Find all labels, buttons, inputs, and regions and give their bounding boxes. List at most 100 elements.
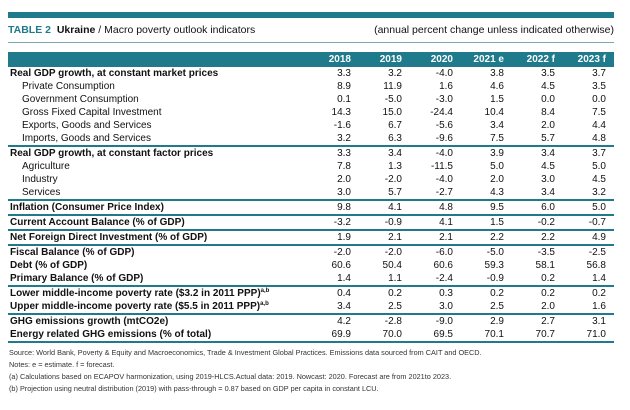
table-subtitle: / Macro poverty outlook indicators — [95, 24, 256, 36]
value-cell: 56.8 — [586, 260, 606, 271]
value-cell: 70.1 — [461, 328, 512, 343]
value-cell: 3.2 — [308, 132, 359, 147]
row-label-text: Imports, Goods and Services — [22, 133, 151, 144]
value-cell: 0.2 — [388, 288, 402, 299]
row-label: Government Consumption — [8, 93, 308, 106]
row-label-text: GHG emissions growth (mtCO2e) — [10, 316, 169, 327]
value-cell: 4.8 — [563, 132, 614, 147]
row-label: Net Foreign Direct Investment (% of GDP) — [8, 230, 308, 246]
value-cell: 2.0 — [490, 174, 504, 185]
source-note: Source: World Bank, Poverty & Equity and… — [9, 348, 482, 357]
row-label: Debt (% of GDP) — [8, 259, 308, 272]
column-header: 2021 e — [461, 52, 512, 67]
value-cell: 5.0 — [490, 161, 504, 172]
table-row: Real GDP growth, at constant factor pric… — [8, 146, 614, 160]
header-label-cell — [8, 52, 308, 67]
value-cell: 1.4 — [563, 272, 614, 287]
value-cell: 3.5 — [592, 81, 606, 92]
table-row: Gross Fixed Capital Investment 14.3 15.0 -2… — [8, 106, 614, 119]
value-cell: 14.3 — [331, 107, 351, 118]
table-row: Exports, Goods and Services -1.6 6.7 -5.6 3.… — [8, 119, 614, 132]
value-cell: 0.0 — [592, 94, 606, 105]
row-label: Services — [8, 186, 308, 201]
table-row: Net Foreign Direct Investment (% of GDP)… — [8, 230, 614, 246]
footnote-marker: a,b — [260, 301, 269, 307]
value-cell: -4.0 — [435, 174, 453, 185]
row-label-text: Lower middle-income poverty rate ($3.2 i… — [10, 288, 261, 299]
value-cell: 3.2 — [388, 68, 402, 79]
footnote-marker: a,b — [260, 288, 270, 294]
value-cell: 2.2 — [461, 230, 512, 246]
row-label: Exports, Goods and Services — [8, 119, 308, 132]
row-label-text: Real GDP growth, at constant factor pric… — [10, 148, 214, 159]
table-title: TABLE 2 Ukraine / Macro poverty outlook … — [8, 23, 614, 37]
value-cell: 3.8 — [490, 68, 504, 79]
value-cell: 8.9 — [337, 81, 351, 92]
value-cell: 1.6 — [563, 300, 614, 315]
value-cell: 3.4 — [490, 120, 504, 131]
value-cell: 4.8 — [410, 200, 461, 216]
value-cell: 4.4 — [592, 120, 606, 131]
table-row: Imports, Goods and Services 3.2 6.3 -9.6 7.5… — [8, 132, 614, 147]
table-units: (annual percent change unless indicated … — [374, 24, 614, 36]
header-row: 2018 2019 2020 2021 e 2022 f 2023 f — [8, 52, 614, 67]
value-cell: 69.5 — [410, 328, 461, 343]
value-cell: -2.0 — [384, 174, 402, 185]
row-label: Current Account Balance (% of GDP) — [8, 215, 308, 231]
value-cell: 0.4 — [337, 288, 351, 299]
value-cell: -3.2 — [308, 215, 359, 231]
value-cell: 0.0 — [541, 94, 555, 105]
value-cell: 9.5 — [461, 200, 512, 216]
value-cell: 2.0 — [512, 300, 563, 315]
value-cell: 3.4 — [541, 148, 555, 159]
value-cell: 58.1 — [535, 260, 555, 271]
value-cell: 5.0 — [592, 161, 606, 172]
value-cell: 0.2 — [490, 288, 504, 299]
value-cell: 0.2 — [592, 288, 606, 299]
row-label-text: Energy related GHG emissions (% of total… — [10, 329, 212, 340]
value-cell: 2.5 — [359, 300, 410, 315]
value-cell: 60.6 — [331, 260, 351, 271]
value-cell: 3.9 — [490, 148, 504, 159]
row-label-text: Government Consumption — [22, 94, 139, 105]
table-row: Industry 2.0 -2.0 -4.0 2.0 3.0 4.5 — [8, 173, 614, 186]
value-cell: 6.0 — [512, 200, 563, 216]
value-cell: -9.0 — [435, 316, 453, 327]
value-cell: 1.5 — [490, 94, 504, 105]
value-cell: 4.3 — [461, 186, 512, 201]
value-cell: 2.7 — [541, 316, 555, 327]
table-row: Lower middle-income poverty rate ($3.2 i… — [8, 286, 614, 300]
value-cell: -1.6 — [333, 120, 351, 131]
row-label-text: Private Consumption — [22, 81, 115, 92]
value-cell: 15.0 — [382, 107, 402, 118]
value-cell: 7.5 — [592, 107, 606, 118]
value-cell: 3.3 — [337, 148, 351, 159]
table-row: Current Account Balance (% of GDP) -3.2 -0… — [8, 215, 614, 231]
value-cell: 1.1 — [359, 272, 410, 287]
table-row: Agriculture 7.8 1.3 -11.5 5.0 4.5 5.0 — [8, 160, 614, 173]
value-cell: 3.4 — [388, 148, 402, 159]
value-cell: 70.0 — [359, 328, 410, 343]
indicators-table: 2018 2019 2020 2021 e 2022 f 2023 f Real GDP … — [8, 52, 614, 343]
row-label: GHG emissions growth (mtCO2e) — [8, 314, 308, 328]
table-number: TABLE 2 — [8, 24, 51, 36]
row-label-text: Upper middle-income poverty rate ($5.5 i… — [10, 301, 261, 312]
value-cell: -11.5 — [430, 161, 453, 172]
value-cell: -0.9 — [461, 272, 512, 287]
value-cell: 3.4 — [308, 300, 359, 315]
table-row: Debt (% of GDP) 60.6 50.4 60.6 59.3 58.1 56.8 — [8, 259, 614, 272]
top-accent-bar — [8, 12, 614, 18]
value-cell: 6.3 — [359, 132, 410, 147]
value-cell: 1.4 — [308, 272, 359, 287]
table-country: Ukraine — [56, 24, 96, 36]
value-cell: 3.0 — [308, 186, 359, 201]
value-cell: -2.0 — [333, 247, 351, 258]
row-label-text: Debt (% of GDP) — [10, 260, 88, 271]
value-cell: -2.7 — [410, 186, 461, 201]
value-cell: 8.4 — [541, 107, 555, 118]
table-row: Real GDP growth, at constant market pric… — [8, 67, 614, 80]
value-cell: 5.0 — [563, 200, 614, 216]
column-header: 2022 f — [512, 52, 563, 67]
value-cell: 3.2 — [563, 186, 614, 201]
